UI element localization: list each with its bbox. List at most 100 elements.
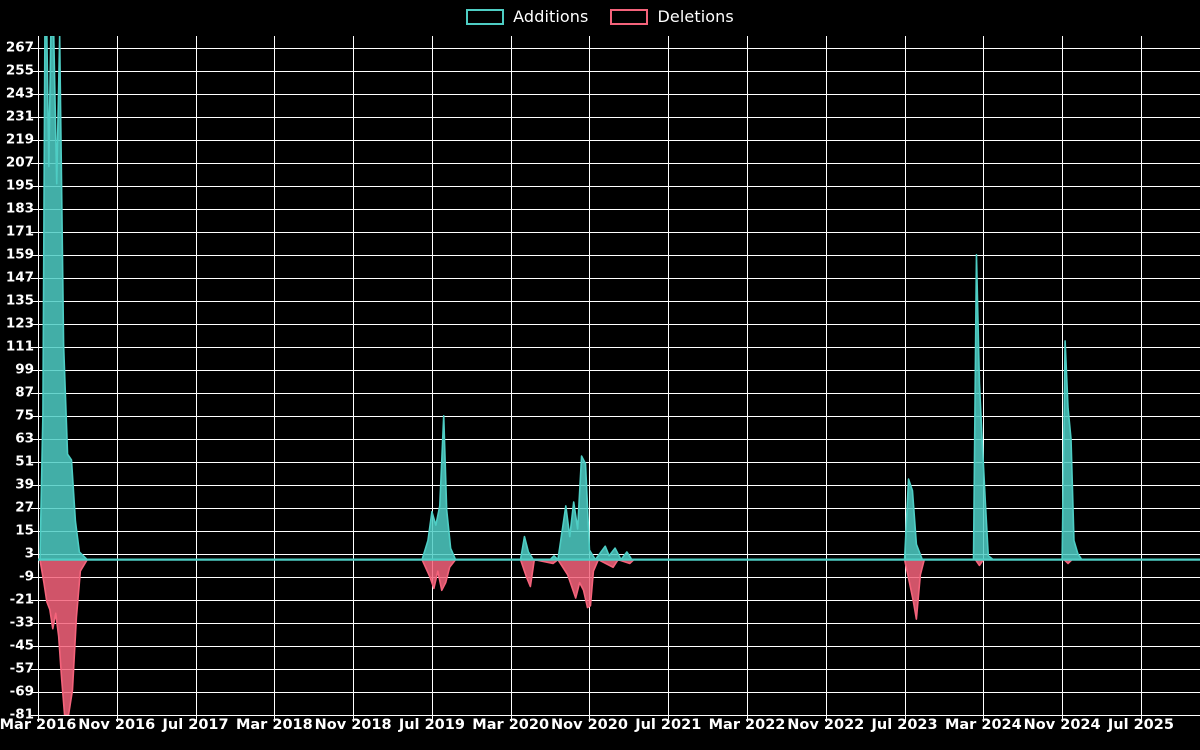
y-gridline: [38, 254, 1200, 256]
y-tick-mark: [31, 599, 38, 601]
y-tick-label: 87: [15, 384, 34, 400]
legend-item-additions[interactable]: Additions: [466, 9, 588, 25]
x-tick-label: Jul 2021: [635, 717, 702, 733]
y-tick-mark: [31, 691, 38, 693]
y-tick-mark: [31, 553, 38, 555]
y-tick-mark: [31, 576, 38, 578]
x-tick-label: Mar 2022: [708, 717, 786, 733]
x-gridline: [116, 36, 118, 715]
y-tick-label: 255: [5, 61, 34, 78]
x-tick-mark: [195, 715, 197, 722]
y-tick-label: -21: [9, 591, 34, 608]
sparkline-svg: [38, 36, 1200, 715]
y-gridline: [38, 576, 1200, 578]
y-tick-mark: [31, 93, 38, 95]
y-gridline: [38, 300, 1200, 302]
y-tick-label: 123: [5, 314, 34, 331]
y-tick-mark: [31, 231, 38, 233]
legend-swatch-additions: [466, 9, 505, 25]
y-tick-label: 159: [5, 245, 34, 262]
y-gridline: [38, 346, 1200, 348]
y-tick-mark: [31, 254, 38, 256]
y-tick-mark: [31, 622, 38, 624]
plot-area: [31, 36, 1200, 722]
y-gridline: [38, 70, 1200, 72]
x-tick-mark: [589, 715, 591, 722]
y-tick-label: 51: [15, 453, 34, 470]
x-tick-mark: [1062, 715, 1064, 722]
x-gridline: [353, 36, 355, 715]
y-tick-mark: [31, 369, 38, 371]
y-gridline: [38, 47, 1200, 49]
y-gridline: [38, 162, 1200, 164]
y-tick-mark: [31, 185, 38, 187]
y-tick-label: 183: [5, 199, 34, 216]
y-tick-label: 27: [15, 499, 34, 516]
y-tick-mark: [31, 300, 38, 302]
x-tick-mark: [668, 715, 670, 722]
x-gridline: [668, 36, 670, 715]
y-tick-label: -69: [9, 683, 34, 700]
y-tick-label: 39: [15, 476, 34, 493]
y-tick-label: 267: [5, 38, 34, 55]
y-tick-label: -33: [9, 614, 34, 631]
x-tick-mark: [904, 715, 906, 722]
y-tick-mark: [31, 438, 38, 440]
x-gridline: [1062, 36, 1064, 715]
x-gridline: [983, 36, 985, 715]
y-gridline: [38, 668, 1200, 670]
y-gridline: [38, 323, 1200, 325]
y-tick-mark: [31, 208, 38, 210]
y-tick-label: 195: [5, 176, 34, 193]
x-tick-label: Jul 2019: [398, 717, 465, 733]
x-tick-label: Jul 2023: [871, 717, 938, 733]
y-tick-mark: [31, 323, 38, 325]
y-gridline: [38, 369, 1200, 371]
y-gridline: [38, 484, 1200, 486]
y-gridline: [38, 277, 1200, 279]
x-tick-mark: [825, 715, 827, 722]
y-gridline: [38, 116, 1200, 118]
y-gridline: [38, 208, 1200, 210]
x-gridline: [904, 36, 906, 715]
y-tick-mark: [31, 484, 38, 486]
y-gridline: [38, 507, 1200, 509]
chart-legend: Additions Deletions: [0, 0, 1200, 34]
legend-swatch-deletions: [610, 9, 649, 25]
y-gridline: [38, 645, 1200, 647]
y-tick-label: -9: [19, 568, 34, 585]
x-tick-label: Nov 2024: [1023, 717, 1101, 733]
x-tick-mark: [38, 715, 39, 722]
x-tick-mark: [116, 715, 118, 722]
legend-label-additions: Additions: [513, 7, 589, 26]
x-gridline: [589, 36, 591, 715]
y-tick-label: -57: [9, 660, 34, 677]
x-tick-label: Jul 2017: [162, 717, 229, 733]
y-tick-mark: [31, 415, 38, 417]
y-tick-mark: [31, 116, 38, 118]
x-tick-label: Nov 2018: [314, 717, 392, 733]
x-axis-labels: Mar 2016 Nov 2016 Jul 2017 Mar 2018 Nov 2018…: [0, 718, 1200, 750]
x-gridline: [747, 36, 749, 715]
y-tick-label: 111: [5, 337, 34, 354]
y-gridline: [38, 438, 1200, 440]
x-gridline: [825, 36, 827, 715]
y-tick-label: 63: [15, 430, 34, 447]
y-tick-mark: [31, 139, 38, 141]
x-tick-mark: [983, 715, 985, 722]
y-tick-label: 135: [5, 291, 34, 308]
x-tick-label: Nov 2022: [787, 717, 865, 733]
series-line-deletions: [39, 558, 1200, 715]
y-tick-mark: [31, 645, 38, 647]
x-tick-label: Mar 2020: [472, 717, 550, 733]
y-tick-label: 207: [5, 153, 34, 170]
x-tick-mark: [747, 715, 749, 722]
legend-item-deletions[interactable]: Deletions: [610, 9, 734, 25]
y-axis-labels: 267 255 243 231 219 207 195 183 171 159 147 135 123 1…: [0, 36, 34, 721]
y-gridline: [38, 461, 1200, 463]
y-gridline: [38, 599, 1200, 601]
y-tick-mark: [31, 668, 38, 670]
x-gridline: [195, 36, 197, 715]
y-tick-label: 75: [15, 407, 34, 424]
